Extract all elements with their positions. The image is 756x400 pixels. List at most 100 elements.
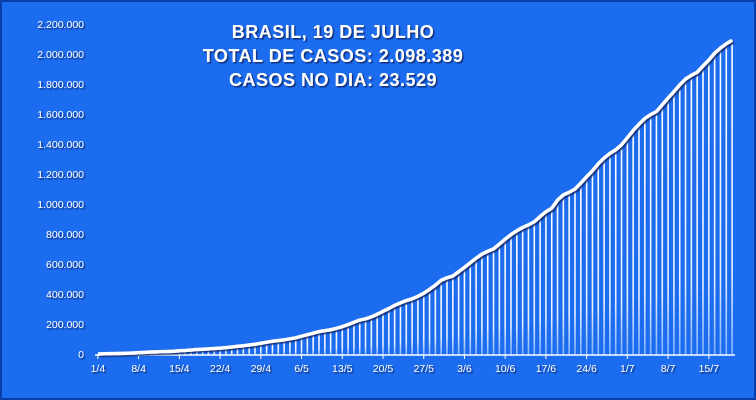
- bar: [673, 91, 675, 355]
- x-tick-label: 22/4: [210, 363, 231, 375]
- bar: [335, 328, 338, 355]
- x-tick-label: 3/6: [457, 363, 472, 375]
- bar: [347, 324, 349, 355]
- y-tick-label: 1.200.000: [37, 169, 84, 181]
- bar: [556, 200, 559, 355]
- bar: [667, 98, 669, 355]
- x-tick-label: 8/4: [131, 363, 146, 375]
- bar: [201, 349, 204, 355]
- bar: [254, 344, 256, 355]
- bar: [690, 75, 693, 355]
- bar: [562, 194, 565, 355]
- bar: [603, 157, 605, 355]
- y-tick-label: 1.400.000: [37, 139, 84, 151]
- x-tick-label: 20/5: [373, 363, 394, 375]
- bar: [196, 349, 198, 355]
- bar: [230, 347, 233, 355]
- y-tick-label: 0: [78, 349, 84, 361]
- bar: [294, 337, 297, 355]
- title-line: TOTAL DE CASOS: 2.098.389: [203, 46, 464, 66]
- x-tick-label: 15/7: [699, 363, 720, 375]
- bar: [678, 84, 681, 356]
- bar: [417, 296, 419, 355]
- bar: [388, 308, 390, 355]
- bar: [452, 276, 454, 355]
- bar: [469, 262, 472, 355]
- x-tick-label: 1/4: [91, 363, 106, 375]
- bar: [446, 277, 448, 355]
- bar: [300, 336, 303, 355]
- bar: [620, 144, 623, 355]
- bar: [539, 216, 541, 355]
- bar: [428, 289, 431, 355]
- y-tick-label: 1.000.000: [37, 199, 84, 211]
- x-tick-label: 10/6: [495, 363, 516, 375]
- bar: [242, 345, 245, 355]
- bar: [213, 348, 216, 355]
- bar: [550, 208, 553, 355]
- line: [97, 38, 733, 356]
- bar: [283, 339, 285, 355]
- bar: [376, 314, 378, 355]
- bar: [731, 40, 733, 356]
- bar: [434, 285, 437, 355]
- bar: [591, 170, 594, 355]
- y-tick-label: 200.000: [46, 319, 84, 331]
- bar: [399, 302, 402, 355]
- x-tick-label: 13/5: [332, 363, 353, 375]
- bar: [545, 211, 547, 355]
- x-tick-label: 17/6: [536, 363, 557, 375]
- bar: [271, 341, 274, 355]
- bar: [516, 230, 518, 355]
- bar: [405, 300, 408, 355]
- bar: [702, 65, 704, 355]
- y-tick-label: 2.200.000: [37, 19, 84, 31]
- bar: [626, 137, 629, 355]
- y-tick-label: 600.000: [46, 259, 84, 271]
- y-tick-label: 1.600.000: [37, 109, 84, 121]
- bar: [498, 244, 501, 355]
- bar: [725, 43, 728, 356]
- x-tick-label: 1/7: [620, 363, 635, 375]
- bar: [219, 348, 221, 355]
- bar: [463, 267, 466, 355]
- x-tick-label: 15/4: [169, 363, 190, 375]
- bar: [527, 224, 530, 355]
- bar: [370, 316, 373, 355]
- bar: [358, 320, 361, 355]
- bar: [190, 349, 192, 355]
- bar: [481, 254, 483, 355]
- bar: [312, 333, 314, 355]
- bar: [207, 348, 210, 355]
- bar: [236, 346, 239, 355]
- bar: [440, 280, 442, 355]
- bar: [184, 350, 186, 355]
- bar: [719, 48, 722, 355]
- bar: [696, 72, 698, 356]
- bar: [708, 59, 710, 356]
- bar: [684, 79, 687, 356]
- bar: [574, 189, 576, 355]
- bar: [289, 338, 291, 355]
- bar: [178, 350, 181, 355]
- bar: [411, 298, 413, 355]
- bar: [510, 234, 512, 355]
- bar: [277, 340, 280, 355]
- bar: [644, 118, 646, 355]
- bar: [422, 293, 425, 355]
- bar: [166, 351, 169, 355]
- bar: [597, 163, 600, 355]
- x-tick-label: 8/7: [661, 363, 676, 375]
- bar: [655, 111, 658, 355]
- bar: [265, 342, 268, 355]
- y-tick-label: 2.000.000: [37, 49, 84, 61]
- bar: [638, 124, 640, 355]
- bar: [318, 331, 320, 355]
- bar: [504, 239, 506, 355]
- bar: [492, 248, 495, 355]
- bar: [521, 227, 524, 355]
- bar: [585, 176, 588, 355]
- x-tick-label: 27/5: [414, 363, 435, 375]
- bar: [353, 322, 355, 355]
